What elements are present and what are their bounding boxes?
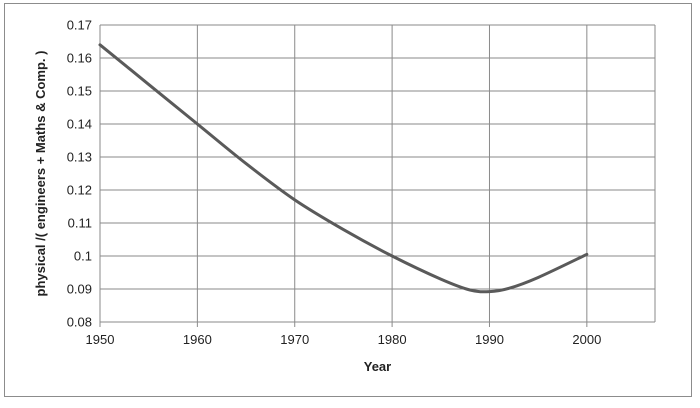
y-tick-label: 0.08 [67, 315, 92, 330]
y-tick-label: 0.15 [67, 84, 92, 99]
y-tick-label: 0.17 [67, 18, 92, 33]
x-tick-label: 1950 [86, 332, 115, 347]
series-lines [98, 43, 589, 294]
y-tick-label: 0.16 [67, 51, 92, 66]
x-tick-label: 1990 [475, 332, 504, 347]
y-tick-label: 0.13 [67, 150, 92, 165]
series-line [98, 43, 589, 294]
x-tick-label: 1980 [378, 332, 407, 347]
x-tick-label: 1960 [183, 332, 212, 347]
y-tick-label: 0.1 [74, 249, 92, 264]
y-tick-label: 0.14 [67, 117, 92, 132]
x-tick-label: 2000 [572, 332, 601, 347]
x-axis-title: Year [364, 359, 391, 374]
axes [99, 25, 656, 327]
y-tick-label: 0.11 [68, 216, 92, 231]
tick-labels: 0.08 0.09 0.1 0.11 0.12 0.13 0.14 0.15 0.16 0.17 1… [67, 18, 602, 348]
line-chart: 0.08 0.09 0.1 0.11 0.12 0.13 0.14 0.15 0.16 0.17 1… [33, 18, 656, 374]
y-tick-label: 0.09 [67, 282, 92, 297]
chart-frame: 0.08 0.09 0.1 0.11 0.12 0.13 0.14 0.15 0.16 0.17 1… [4, 3, 692, 397]
grid-lines [99, 24, 655, 323]
x-tick-label: 1970 [280, 332, 309, 347]
y-tick-label: 0.12 [67, 183, 92, 198]
y-axis-title: physical /( engineers + Maths & Comp. ) [33, 51, 48, 297]
